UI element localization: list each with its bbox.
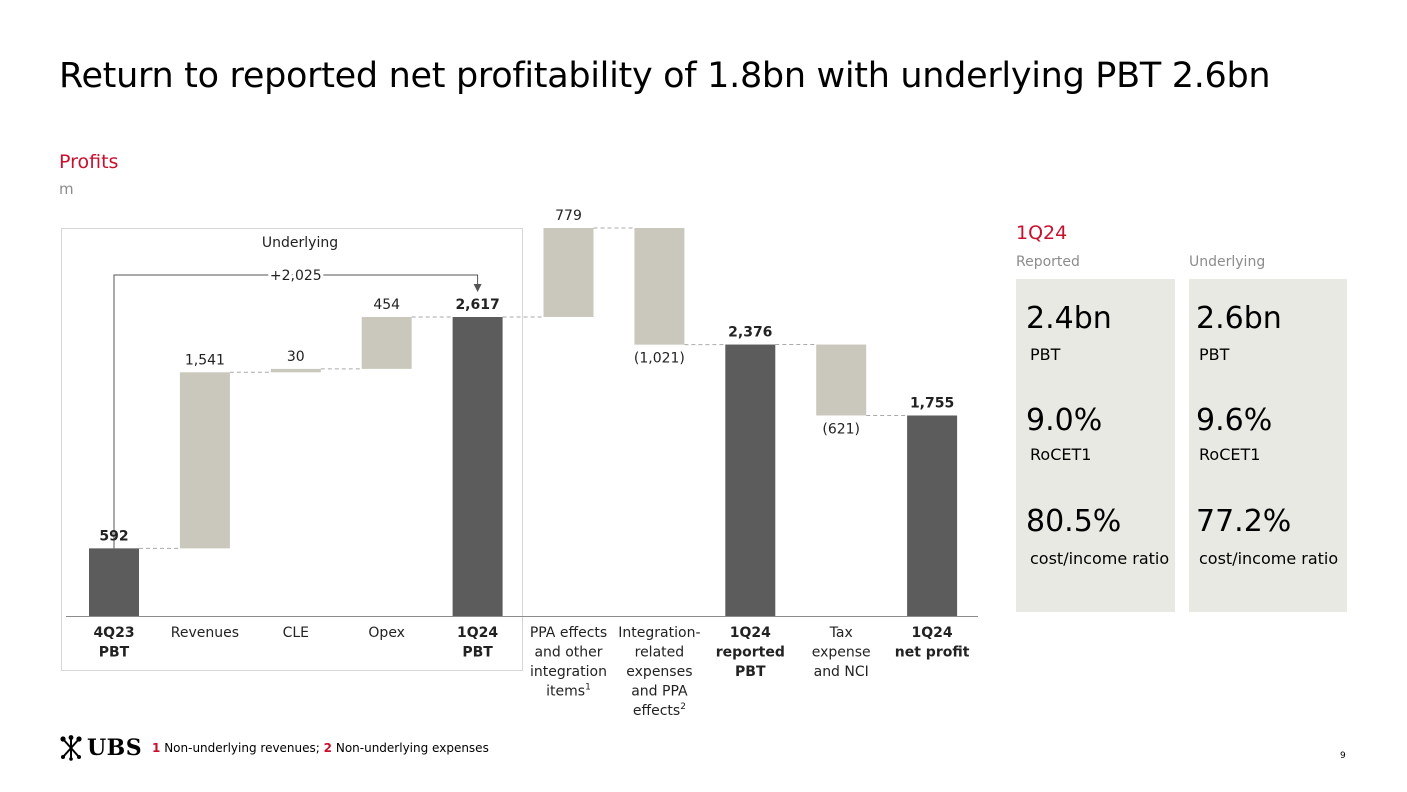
category-label: PBT — [99, 645, 130, 661]
data-label: 454 — [373, 297, 400, 313]
kpi-value: 2.4bn — [1026, 301, 1112, 336]
category-label: PPA effects — [530, 625, 607, 641]
category-label: and other — [534, 645, 602, 661]
category-label: reported — [716, 645, 785, 661]
kpi-card-underlying: 2.6bn PBT 9.6% RoCET1 77.2% cost/income … — [1189, 279, 1347, 612]
footnote-number: 2 — [323, 741, 333, 755]
keys-icon — [60, 735, 82, 761]
kpi-value: 77.2% — [1196, 504, 1292, 539]
bar — [452, 317, 503, 616]
kpi-value: 80.5% — [1026, 504, 1122, 539]
footnote-superscript: 2 — [680, 702, 686, 712]
brand-name: UBS — [87, 735, 143, 761]
category-label: expenses — [626, 664, 692, 680]
footnote-text: Non-underlying expenses — [335, 741, 489, 755]
data-label: (621) — [822, 421, 860, 437]
category-label: Opex — [368, 625, 405, 641]
data-label: 30 — [287, 349, 305, 365]
footnote-number: 1 — [152, 741, 161, 755]
footnote-text: Non-underlying revenues; — [164, 741, 320, 755]
category-label: net profit — [895, 645, 970, 661]
page-title: Return to reported net profitability of … — [59, 56, 1271, 96]
bracket-arrow-icon — [473, 284, 482, 292]
bar — [816, 344, 867, 416]
category-label: PBT — [462, 645, 493, 661]
underlying-frame — [61, 228, 523, 671]
waterfall-chart: Underlying +2,025 592 1,541 30 454 2,617 779 (1,… — [61, 208, 978, 719]
category-label: 1Q24 — [912, 625, 953, 641]
kpi-label: cost/income ratio — [1199, 549, 1339, 568]
kpi-label: RoCET1 — [1030, 445, 1092, 464]
bar — [634, 228, 685, 345]
kpi-value: 9.0% — [1026, 403, 1103, 438]
bracket-label: +2,025 — [270, 268, 322, 284]
ubs-logo: UBS — [59, 735, 142, 761]
category-label: effects2 — [633, 702, 686, 719]
category-label: PBT — [735, 664, 766, 680]
data-label: 1,541 — [185, 352, 225, 368]
footnotes: 1 Non-underlying revenues; 2 Non-underly… — [152, 741, 489, 755]
bar — [179, 372, 230, 549]
growth-bracket — [113, 274, 479, 549]
bar — [543, 228, 594, 318]
footnote-superscript: 1 — [585, 683, 591, 693]
kpi-header-reported: Reported — [1016, 254, 1080, 270]
bar — [361, 317, 412, 369]
category-label: expense — [812, 645, 871, 661]
data-label: 1,755 — [910, 395, 954, 411]
kpi-label: PBT — [1199, 345, 1230, 364]
category-label: and NCI — [814, 664, 869, 680]
category-label: items1 — [546, 683, 591, 700]
category-label: CLE — [283, 625, 309, 641]
category-label: 1Q24 — [457, 625, 498, 641]
kpi-label: cost/income ratio — [1030, 549, 1170, 568]
data-label: 779 — [555, 208, 582, 224]
data-label: 592 — [99, 528, 128, 544]
bar — [725, 344, 776, 616]
bar — [89, 548, 139, 616]
bar — [907, 415, 958, 616]
kpi-card-reported: 2.4bn PBT 9.0% RoCET1 80.5% cost/income … — [1016, 279, 1175, 612]
section-unit: m — [59, 180, 74, 198]
underlying-label: Underlying — [262, 235, 338, 251]
category-label: 1Q24 — [730, 625, 771, 641]
category-label: and PPA — [631, 684, 688, 700]
category-label: Integration- — [618, 625, 700, 641]
data-label: 2,376 — [728, 325, 772, 341]
kpi-label: RoCET1 — [1199, 445, 1261, 464]
data-label: (1,021) — [634, 351, 685, 367]
category-label: Tax — [829, 625, 853, 641]
data-label: 2,617 — [455, 297, 499, 313]
page-number: 9 — [1340, 751, 1346, 761]
kpi-header-underlying: Underlying — [1189, 254, 1266, 270]
category-label: Revenues — [171, 625, 239, 641]
bar — [270, 368, 321, 373]
kpi-heading: 1Q24 — [1016, 222, 1068, 244]
category-label: related — [635, 645, 685, 661]
section-title: Profits — [59, 151, 119, 173]
category-label: integration — [530, 664, 607, 680]
category-label: 4Q23 — [93, 625, 134, 641]
kpi-label: PBT — [1030, 345, 1061, 364]
kpi-value: 9.6% — [1196, 403, 1273, 438]
kpi-value: 2.6bn — [1196, 301, 1282, 336]
